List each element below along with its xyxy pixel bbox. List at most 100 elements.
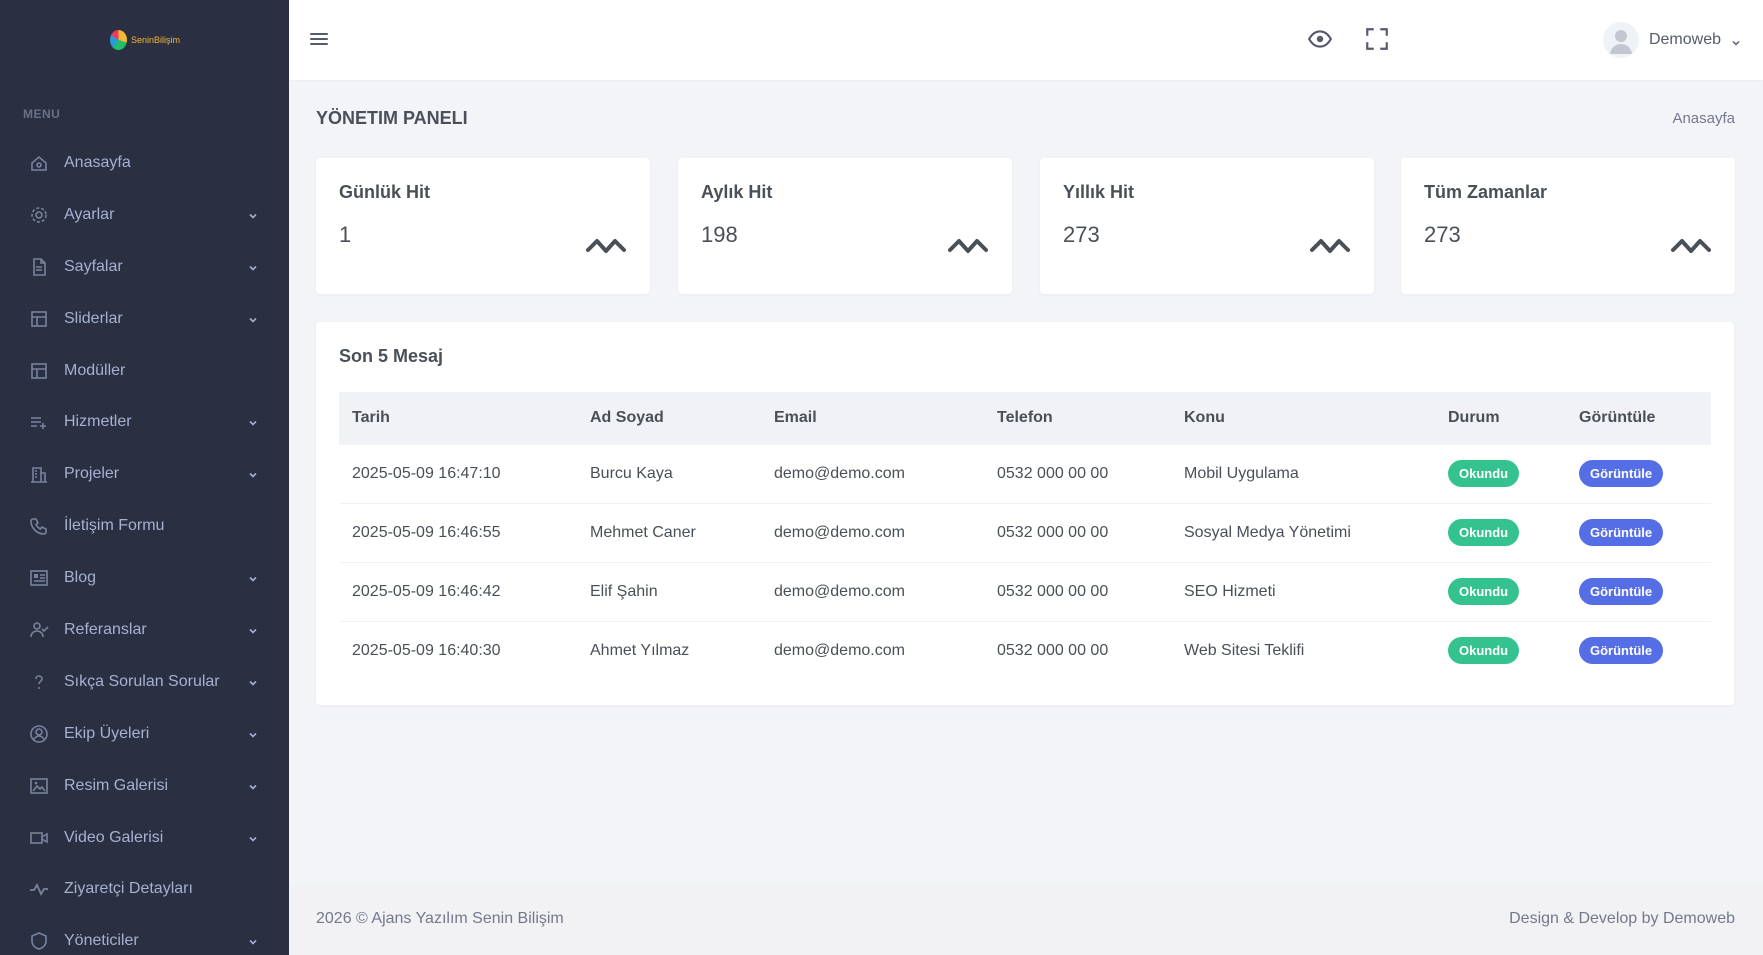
- view-button[interactable]: Görüntüle: [1579, 519, 1664, 546]
- table-row: 2025-05-09 16:47:10 Burcu Kaya demo@demo.c…: [339, 443, 1711, 503]
- cell-email: demo@demo.com: [761, 561, 984, 621]
- table-row: 2025-05-09 16:40:30 Ahmet Yılmaz demo@demo…: [339, 620, 1711, 680]
- topbar: Demoweb: [289, 0, 1763, 80]
- list-plus-icon: [29, 412, 49, 432]
- sidebar-item-label: Ziyaretçi Detayları: [64, 880, 193, 898]
- video-icon: [29, 828, 49, 848]
- chevron-down-icon: [247, 780, 259, 792]
- sidebar-item-ekip-uyeleri[interactable]: Ekip Üyeleri: [0, 708, 289, 760]
- cell-email: demo@demo.com: [761, 443, 984, 503]
- view-button[interactable]: Görüntüle: [1579, 578, 1664, 605]
- logo[interactable]: SeninBilişim: [110, 28, 180, 52]
- sidebar-item-blog[interactable]: Blog: [0, 552, 289, 604]
- messages-table: Tarih Ad Soyad Email Telefon Konu Durum Görünt…: [339, 392, 1711, 680]
- sidebar-item-resim-galerisi[interactable]: Resim Galerisi: [0, 760, 289, 812]
- sidebar-item-label: Hizmetler: [64, 413, 132, 431]
- home-icon: [29, 153, 49, 173]
- chevron-down-icon: [247, 209, 259, 221]
- cell-status: Okundu: [1435, 502, 1566, 562]
- stat-title: Aylık Hit: [701, 182, 773, 202]
- column-header-durum: Durum: [1448, 408, 1500, 426]
- footer-credit: Design & Develop by Demoweb: [1509, 910, 1735, 927]
- cell-date: 2025-05-09 16:46:55: [339, 502, 577, 562]
- phone-icon: [29, 516, 49, 536]
- sidebar-item-label: İletişim Formu: [64, 517, 165, 535]
- table-row: 2025-05-09 16:46:55 Mehmet Caner demo@demo…: [339, 502, 1711, 562]
- cell-status: Okundu: [1435, 561, 1566, 621]
- document-icon: [29, 257, 49, 277]
- chevron-down-icon: [247, 728, 259, 740]
- column-header-telefon: Telefon: [997, 408, 1053, 426]
- sidebar-item-yoneticiler[interactable]: Yöneticiler: [0, 915, 289, 955]
- chevron-down-icon: [247, 624, 259, 636]
- cell-email: demo@demo.com: [761, 502, 984, 562]
- user-circle-icon: [29, 724, 49, 744]
- cell-date: 2025-05-09 16:46:42: [339, 561, 577, 621]
- status-badge: Okundu: [1448, 460, 1520, 487]
- sidebar-item-label: Resim Galerisi: [64, 776, 169, 794]
- chevron-down-icon: [247, 416, 259, 428]
- sidebar-item-label: Sıkça Sorulan Sorular: [64, 672, 220, 690]
- cell-phone: 0532 000 00 00: [984, 502, 1171, 562]
- column-header-tarih: Tarih: [352, 408, 390, 426]
- sidebar-item-hizmetler[interactable]: Hizmetler: [0, 396, 289, 448]
- newspaper-icon: [29, 568, 49, 588]
- fullscreen-icon[interactable]: [1364, 26, 1390, 52]
- breadcrumb[interactable]: Anasayfa: [1672, 110, 1735, 127]
- cell-name: Mehmet Caner: [577, 502, 761, 562]
- sidebar-item-projeler[interactable]: Projeler: [0, 448, 289, 500]
- chevron-down-icon: [247, 676, 259, 688]
- sidebar-item-iletisim-formu[interactable]: İletişim Formu: [0, 500, 289, 552]
- chevron-down-icon: [247, 572, 259, 584]
- logo-mark: [110, 30, 127, 50]
- sidebar-item-referanslar[interactable]: Referanslar: [0, 604, 289, 656]
- sidebar-item-label: Ayarlar: [64, 205, 115, 223]
- status-badge: Okundu: [1448, 637, 1520, 665]
- sidebar-item-moduller[interactable]: Modüller: [0, 345, 289, 397]
- shield-icon: [29, 931, 49, 951]
- sidebar-item-label: Modüller: [64, 361, 126, 379]
- layout-icon: [29, 361, 49, 381]
- cell-name: Burcu Kaya: [577, 443, 761, 503]
- cell-subject: Mobil Uygulama: [1171, 443, 1435, 503]
- stat-card-yillik-hit: Yıllık Hit 273: [1040, 158, 1374, 294]
- user-name: Demoweb: [1648, 31, 1721, 48]
- sidebar-item-sayfalar[interactable]: Sayfalar: [0, 241, 289, 293]
- chevron-down-icon: [247, 832, 259, 844]
- sidebar-item-sikca-sorulan-sorular[interactable]: Sıkça Sorulan Sorular: [0, 656, 289, 708]
- cell-date: 2025-05-09 16:40:30: [339, 620, 577, 680]
- cell-subject: Web Sitesi Teklifi: [1171, 620, 1435, 680]
- status-badge: Okundu: [1448, 519, 1520, 546]
- user-check-icon: [29, 620, 49, 640]
- status-badge: Okundu: [1448, 578, 1520, 605]
- cell-action: Görüntüle: [1566, 561, 1711, 621]
- sidebar-item-anasayfa[interactable]: Anasayfa: [0, 137, 289, 189]
- sidebar-item-label: Video Galerisi: [64, 828, 164, 846]
- pulse-icon: [1671, 232, 1711, 260]
- cell-action: Görüntüle: [1566, 620, 1711, 680]
- cell-subject: Sosyal Medya Yönetimi: [1171, 502, 1435, 562]
- footer: 2026 © Ajans Yazılım Senin Bilişim Desig…: [289, 886, 1763, 955]
- cell-phone: 0532 000 00 00: [984, 620, 1171, 680]
- messages-title: Son 5 Mesaj: [339, 346, 444, 366]
- hamburger-menu-icon[interactable]: [309, 29, 329, 49]
- stat-value: 273: [1063, 222, 1100, 247]
- chevron-down-icon: [1731, 35, 1741, 46]
- view-button[interactable]: Görüntüle: [1579, 637, 1664, 665]
- sidebar-item-ayarlar[interactable]: Ayarlar: [0, 189, 289, 241]
- logo-text: SeninBilişim: [130, 35, 180, 45]
- cell-phone: 0532 000 00 00: [984, 561, 1171, 621]
- cell-date: 2025-05-09 16:47:10: [339, 443, 577, 503]
- eye-icon[interactable]: [1307, 26, 1333, 52]
- sidebar-item-ziyaretci-detaylari[interactable]: Ziyaretçi Detayları: [0, 863, 289, 915]
- view-button[interactable]: Görüntüle: [1579, 460, 1664, 487]
- cell-status: Okundu: [1435, 443, 1566, 503]
- user-dropdown[interactable]: Demoweb: [1602, 20, 1741, 60]
- chevron-down-icon: [247, 468, 259, 480]
- sidebar-item-label: Yöneticiler: [64, 932, 139, 950]
- sidebar-item-video-galerisi[interactable]: Video Galerisi: [0, 812, 289, 864]
- sidebar-item-sliderlar[interactable]: Sliderlar: [0, 293, 289, 345]
- stat-value: 1: [339, 222, 352, 247]
- question-icon: [29, 672, 49, 692]
- cell-action: Görüntüle: [1566, 443, 1711, 503]
